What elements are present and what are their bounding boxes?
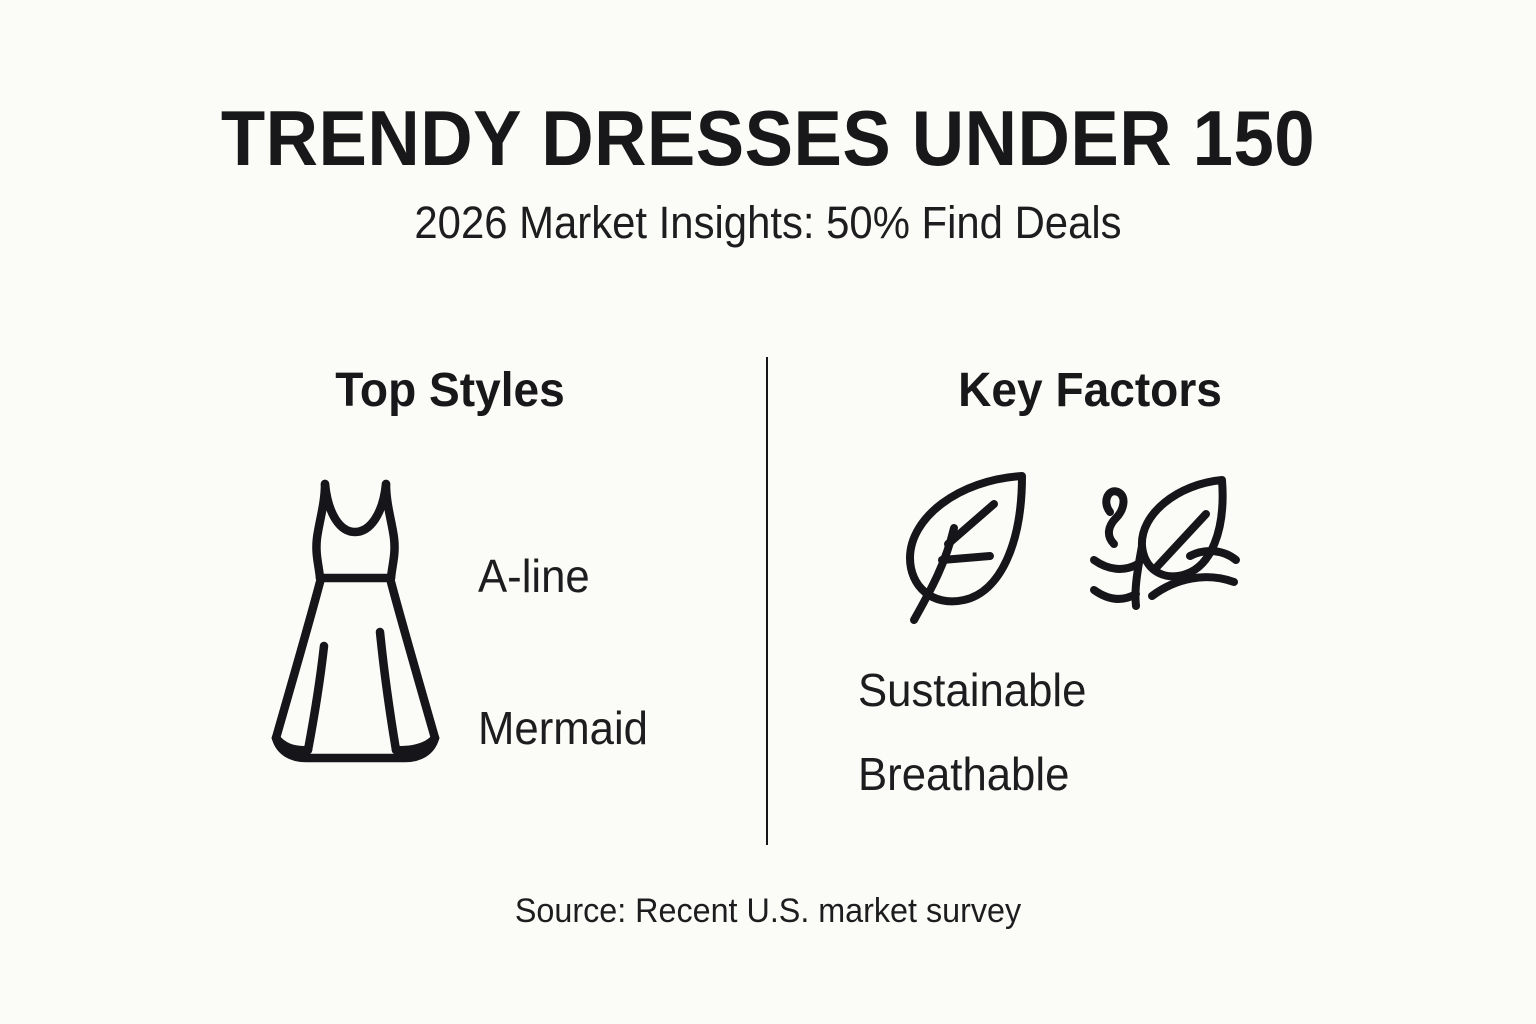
column-heading-key-factors: Key Factors — [958, 364, 1222, 417]
top-styles-body: A-line Mermaid — [150, 460, 750, 820]
key-factors-icon-row — [902, 466, 1242, 626]
page-subtitle: 2026 Market Insights: 50% Find Deals — [414, 197, 1122, 248]
source-note: Source: Recent U.S. market survey — [514, 892, 1022, 930]
column-top-styles: Top Styles — [150, 362, 750, 820]
header: TRENDY DRESSES UNDER 150 2026 Market Ins… — [0, 96, 1536, 250]
style-label-mermaid: Mermaid — [478, 702, 648, 754]
column-heading-top-styles: Top Styles — [335, 364, 565, 417]
factor-label-sustainable: Sustainable — [858, 664, 1087, 716]
dress-icon — [262, 470, 448, 770]
breeze-leaf-icon — [1090, 474, 1242, 616]
leaf-icon — [902, 466, 1034, 626]
key-factors-body: Sustainable Breathable — [790, 460, 1390, 820]
column-key-factors: Key Factors — [790, 362, 1390, 820]
page-title: TRENDY DRESSES UNDER 150 — [220, 94, 1316, 182]
factor-label-breathable: Breathable — [858, 748, 1070, 800]
style-label-a-line: A-line — [478, 550, 590, 602]
column-divider — [766, 357, 768, 845]
